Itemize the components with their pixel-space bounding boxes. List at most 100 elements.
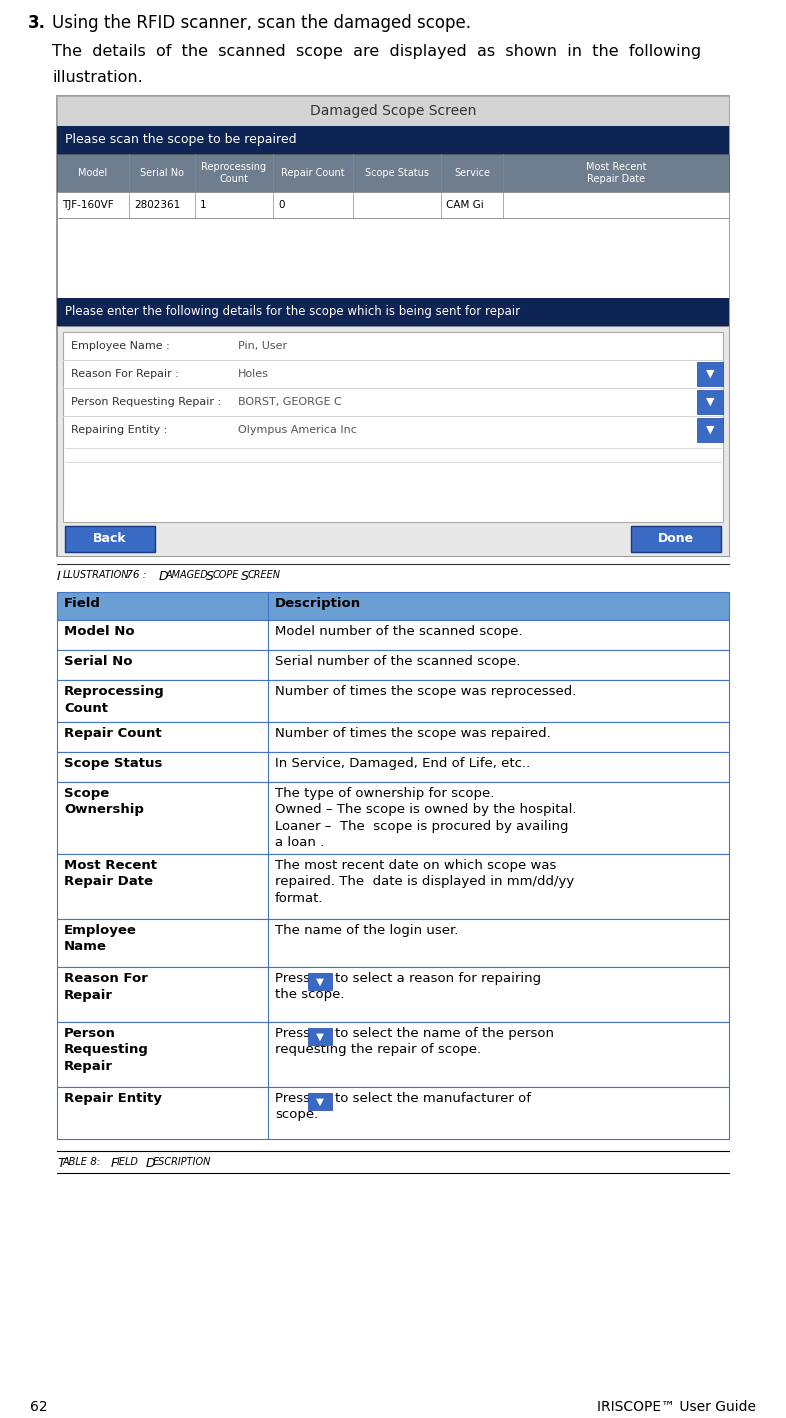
Text: S: S [206,570,214,583]
Text: Scope
Ownership: Scope Ownership [64,787,144,817]
Text: 0: 0 [278,200,285,210]
Text: Repair Count: Repair Count [64,727,162,740]
Text: D: D [146,1157,156,1170]
Text: ▼: ▼ [706,425,714,435]
Text: Reprocessing
Count: Reprocessing Count [64,685,165,715]
Bar [57,126,729,155]
Text: to select the name of the person: to select the name of the person [335,1027,554,1039]
Text: Serial No: Serial No [64,655,133,668]
Text: Repairing Entity :: Repairing Entity : [71,425,167,435]
Bar [308,973,332,990]
Text: Scope Status: Scope Status [64,757,163,770]
Bar [57,681,729,722]
Text: AMAGED: AMAGED [166,570,209,580]
Text: Most Recent
Repair Date: Most Recent Repair Date [64,859,157,889]
Bar [57,919,729,967]
Text: Person
Requesting
Repair: Person Requesting Repair [64,1027,149,1073]
Text: Olympus America Inc: Olympus America Inc [238,425,357,435]
Text: Number of times the scope was reprocessed.: Number of times the scope was reprocesse… [275,685,576,698]
Bar [65,526,155,552]
Text: Press: Press [275,1027,314,1039]
Bar [57,1022,729,1088]
Text: 76 :: 76 : [123,570,149,580]
Text: Serial No: Serial No [140,167,184,179]
Bar [57,326,729,556]
Text: TJF-160VF: TJF-160VF [62,200,114,210]
Text: Reason For
Repair: Reason For Repair [64,971,148,1001]
Bar [57,781,729,854]
Text: Employee
Name: Employee Name [64,925,137,953]
Text: Employee Name :: Employee Name : [71,340,170,352]
Text: 1: 1 [200,200,207,210]
Bar [57,191,729,218]
Text: Model number of the scanned scope.: Model number of the scanned scope. [275,625,523,638]
Text: BORST, GEORGE C: BORST, GEORGE C [238,397,342,407]
Text: ABLE: ABLE [63,1157,88,1167]
Text: Reprocessing
Count: Reprocessing Count [201,162,266,184]
Bar [308,1028,332,1045]
Text: 62: 62 [30,1400,48,1414]
Bar [57,96,729,126]
Text: S: S [241,570,249,583]
Text: The name of the login user.: The name of the login user. [275,925,458,937]
Bar [57,591,729,620]
Bar [57,155,729,191]
Text: The type of ownership for scope.
Owned – The scope is owned by the hospital.
Loa: The type of ownership for scope. Owned –… [275,787,576,849]
Text: F: F [111,1157,118,1170]
Text: Scope Status: Scope Status [365,167,429,179]
Text: Back: Back [94,533,127,546]
Text: 2802361: 2802361 [134,200,180,210]
Text: Repair Count: Repair Count [281,167,345,179]
Text: Holes: Holes [238,369,269,379]
Text: The most recent date on which scope was
repaired. The  date is displayed in mm/d: The most recent date on which scope was … [275,859,575,905]
Text: LLUSTRATION: LLUSTRATION [63,570,130,580]
Text: ▼: ▼ [316,1096,324,1106]
Text: The  details  of  the  scanned  scope  are  displayed  as  shown  in  the  follo: The details of the scanned scope are dis… [52,44,701,60]
Text: Press: Press [275,1092,314,1105]
Text: Model: Model [79,167,108,179]
Text: Number of times the scope was repaired.: Number of times the scope was repaired. [275,727,551,740]
Text: 3.: 3. [28,14,46,33]
Bar [631,526,721,552]
Text: Description: Description [275,597,361,610]
Text: ▼: ▼ [706,369,714,379]
Text: scope.: scope. [275,1107,318,1122]
Text: Pin, User: Pin, User [238,340,287,352]
Text: Damaged Scope Screen: Damaged Scope Screen [310,104,476,118]
Text: ▼: ▼ [316,1031,324,1041]
Text: the scope.: the scope. [275,988,344,1001]
Bar [697,362,723,386]
Bar [57,620,729,649]
Bar [57,1088,729,1139]
Bar [57,854,729,919]
Text: Repair Entity: Repair Entity [64,1092,162,1105]
Text: Model No: Model No [64,625,134,638]
Bar [57,649,729,681]
Text: T: T [57,1157,64,1170]
Bar [57,218,729,298]
Bar [57,967,729,1022]
Bar [57,298,729,326]
Bar [697,418,723,442]
Text: 8:: 8: [87,1157,107,1167]
Text: Person Requesting Repair :: Person Requesting Repair : [71,397,221,407]
Text: Using the RFID scanner, scan the damaged scope.: Using the RFID scanner, scan the damaged… [52,14,471,33]
Text: requesting the repair of scope.: requesting the repair of scope. [275,1044,481,1056]
Text: I: I [57,570,61,583]
Bar [57,722,729,752]
Text: Done: Done [658,533,694,546]
Text: Service: Service [454,167,490,179]
Text: In Service, Damaged, End of Life, etc..: In Service, Damaged, End of Life, etc.. [275,757,531,770]
Text: Press: Press [275,971,314,986]
Bar [57,96,729,556]
Bar [57,752,729,781]
Text: CAM Gi: CAM Gi [446,200,483,210]
Text: ▼: ▼ [706,397,714,407]
Text: Most Recent
Repair Date: Most Recent Repair Date [586,162,646,184]
Text: Please enter the following details for the scope which is being sent for repair: Please enter the following details for t… [65,305,520,319]
Text: ESCRIPTION: ESCRIPTION [153,1157,211,1167]
Bar [308,1093,332,1110]
Bar [697,390,723,414]
Text: D: D [159,570,169,583]
Text: COPE: COPE [213,570,240,580]
